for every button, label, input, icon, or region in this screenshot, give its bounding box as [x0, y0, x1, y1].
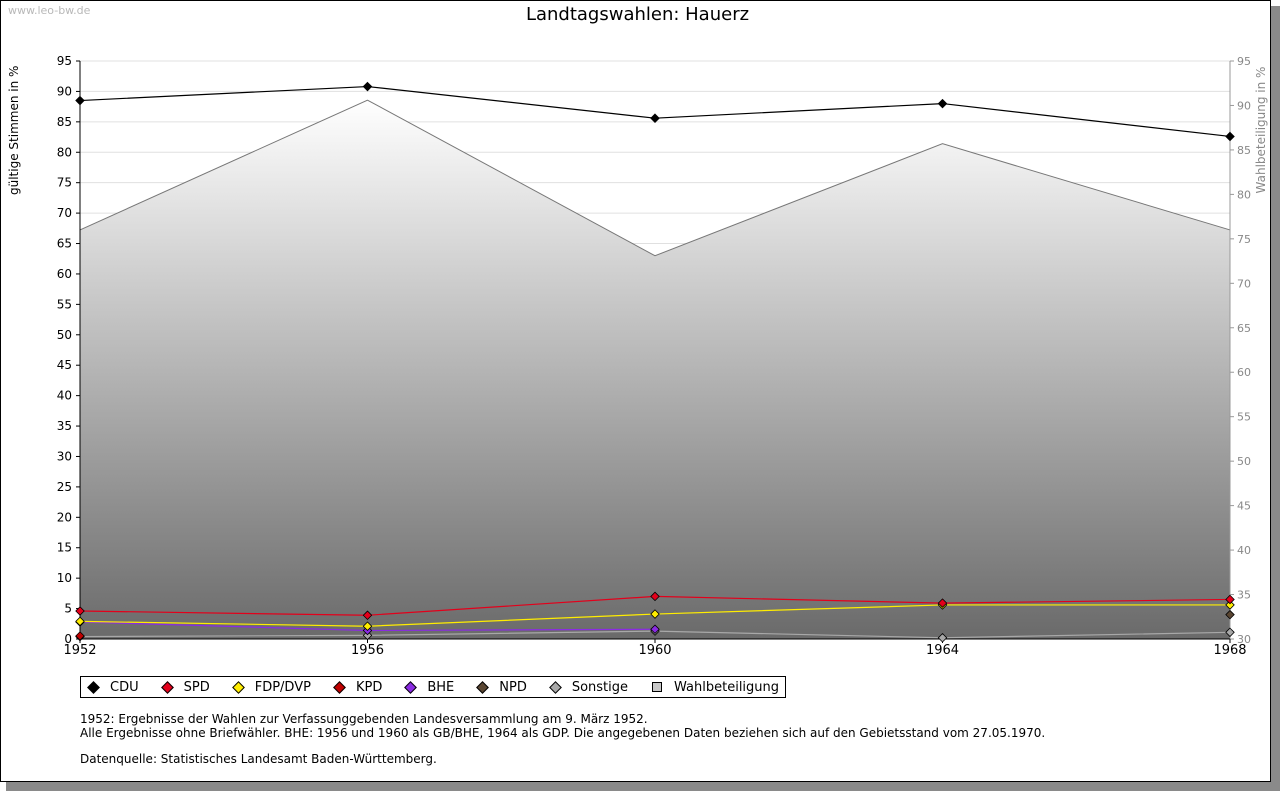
data-point-npd	[1225, 609, 1235, 620]
y2-tick-label: 55	[1237, 411, 1251, 424]
frame-shadow-right	[1271, 6, 1280, 791]
data-point-spd	[1225, 594, 1235, 605]
y-tick-label: 30	[57, 449, 72, 463]
legend-label-wahlbeteiligung: Wahlbeteiligung	[674, 679, 780, 695]
data-point-cdu	[937, 98, 948, 109]
y2-tick-label: 95	[1237, 55, 1251, 68]
legend-label-fdp: FDP/DVP	[254, 679, 311, 695]
y-tick-label: 60	[57, 267, 72, 281]
y-tick-label: 65	[57, 237, 72, 251]
y2-tick-label: 70	[1237, 277, 1251, 290]
data-point-fdpdvp	[1225, 600, 1235, 610]
legend-item-sonstige: Sonstige	[548, 679, 629, 695]
legend-item-spd: SPD	[160, 679, 210, 695]
legend-marker-sonstige	[548, 680, 562, 694]
legend-item-npd: NPD	[476, 679, 527, 695]
y-tick-label: 40	[57, 389, 72, 403]
data-point-cdu	[1225, 131, 1235, 142]
data-point-spd	[75, 606, 85, 616]
data-point-sonstige	[1225, 627, 1235, 638]
y2-tick-label: 45	[1237, 500, 1251, 513]
data-point-spd	[362, 610, 373, 621]
data-point-spd	[937, 598, 948, 608]
legend-label-spd: SPD	[183, 679, 210, 695]
y-tick-label: 35	[57, 419, 72, 433]
y2-tick-label: 50	[1237, 455, 1251, 468]
frame-shadow-bottom	[6, 782, 1280, 791]
legend-marker-cdu	[87, 680, 100, 694]
legend-marker-wahlbeteiligung	[652, 682, 663, 692]
y-tick-label: 45	[57, 358, 72, 372]
data-point-fdpdvp	[75, 616, 85, 627]
data-point-spd	[650, 591, 660, 602]
y2-tick-label: 80	[1237, 188, 1251, 201]
y2-tick-label: 90	[1237, 99, 1251, 112]
y2-tick-label: 40	[1237, 544, 1251, 557]
data-point-kpd	[75, 631, 85, 641]
turnout-line	[79, 99, 1231, 257]
turnout-area	[80, 100, 1230, 639]
legend-marker-kpd	[333, 680, 346, 694]
data-point-fdpdvp	[362, 621, 373, 631]
x-tick-label: 1956	[351, 643, 384, 658]
y2-tick-label: 30	[1237, 633, 1251, 646]
data-point-sonstige	[937, 633, 948, 643]
y-tick-label: 0	[64, 632, 72, 646]
legend-marker-bhe	[404, 680, 418, 694]
y2-tick-label: 35	[1237, 589, 1251, 602]
legend-marker-fdp	[231, 680, 245, 694]
y2-tick-label: 75	[1237, 233, 1251, 246]
line-chart: 0 5 10 15 20 25 30 35 40 45 50 55 60 65 70 75 80 85 90 95 30…	[57, 54, 1251, 658]
watermark: www.leo-bw.de	[8, 4, 91, 17]
legend-label-cdu: CDU	[110, 679, 139, 695]
y-tick-label: 20	[57, 510, 72, 524]
y-tick-label: 55	[57, 297, 72, 311]
y-tick-label: 10	[57, 571, 72, 585]
y-tick-label: 70	[57, 206, 72, 220]
y-tick-label: 15	[57, 541, 72, 555]
y-tick-label: 95	[57, 54, 72, 68]
series-line-cdu	[79, 85, 1231, 138]
legend-item-cdu: CDU	[87, 679, 139, 695]
legend: CDU SPD FDP/DVP KPD BHE NPD Sonstige Wah…	[80, 676, 787, 698]
x-tick-label: 1964	[926, 643, 959, 658]
legend-marker-npd	[476, 680, 490, 694]
legend-label-bhe: BHE	[427, 679, 455, 695]
data-point-cdu	[75, 95, 85, 106]
data-point-fdpdvp	[650, 609, 660, 619]
data-point-bhe	[650, 624, 660, 635]
data-source: Datenquelle: Statistisches Landesamt Bad…	[80, 752, 437, 766]
y2-tick-label: 65	[1237, 322, 1251, 335]
y-tick-label: 90	[57, 84, 72, 98]
legend-label-npd: NPD	[499, 679, 527, 695]
y-tick-label: 85	[57, 115, 72, 129]
data-point-sonstige	[362, 630, 373, 641]
legend-item-wahlbeteiligung: Wahlbeteiligung	[652, 680, 779, 695]
data-point-cdu	[362, 81, 373, 92]
data-point-cdu	[650, 113, 660, 123]
x-tick-label: 1952	[63, 643, 96, 658]
footnote-general: Alle Ergebnisse ohne Briefwähler. BHE: 1…	[80, 725, 1046, 740]
footnote-1952: 1952: Ergebnisse der Wahlen zur Verfassu…	[80, 712, 648, 726]
y-tick-label: 50	[57, 328, 72, 342]
y2-tick-label: 85	[1237, 144, 1251, 157]
y-tick-label: 75	[57, 176, 72, 190]
x-tick-label: 1960	[638, 643, 671, 658]
legend-item-bhe: BHE	[404, 679, 455, 695]
legend-marker-spd	[160, 680, 174, 694]
y2-tick-label: 60	[1237, 366, 1251, 379]
legend-label-kpd: KPD	[355, 679, 383, 695]
y-tick-label: 80	[57, 145, 72, 159]
legend-item-kpd: KPD	[333, 679, 383, 695]
footnotes: 1952: Ergebnisse der Wahlen zur Verfassu…	[80, 712, 1046, 767]
y-tick-label: 5	[64, 602, 72, 616]
legend-item-fdp: FDP/DVP	[231, 679, 311, 695]
legend-label-sonstige: Sonstige	[571, 679, 629, 695]
y-tick-label: 25	[57, 480, 72, 494]
chart-title: Landtagswahlen: Hauerz	[525, 4, 750, 25]
x-tick-label: 1968	[1213, 643, 1246, 658]
